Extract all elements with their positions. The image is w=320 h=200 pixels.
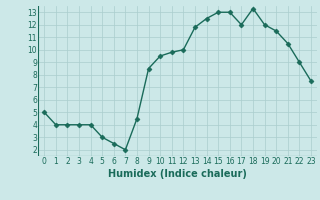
X-axis label: Humidex (Indice chaleur): Humidex (Indice chaleur) [108,169,247,179]
